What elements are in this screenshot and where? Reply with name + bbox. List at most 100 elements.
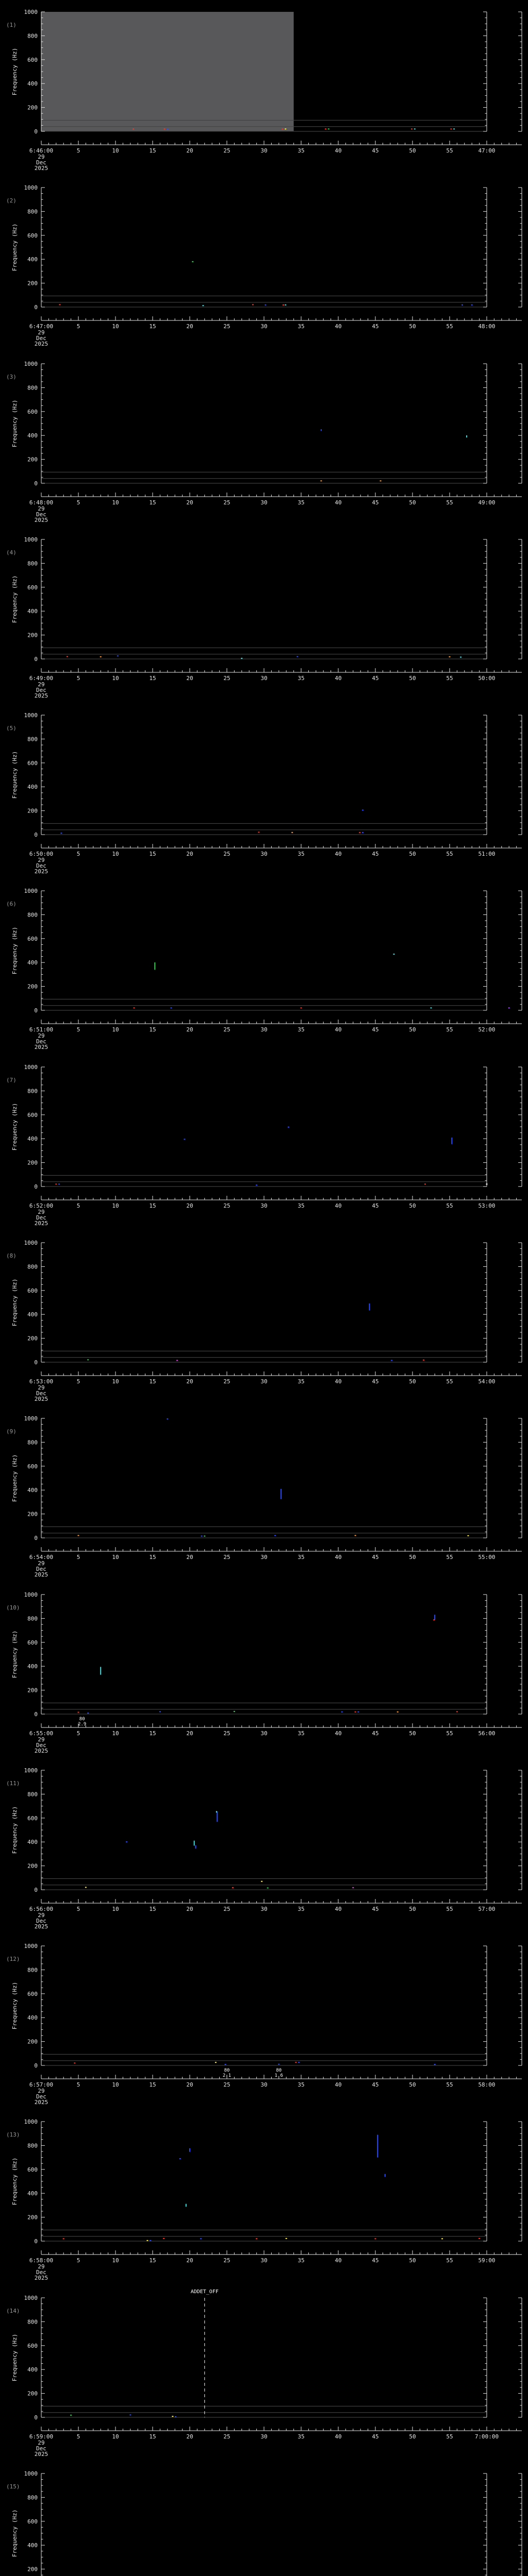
event-marker xyxy=(285,2238,287,2240)
spectrogram-panel-15: 020040060080010007:00:005101520253035404… xyxy=(0,2461,528,2576)
date-label: Dec xyxy=(36,335,46,342)
y-tick-label: 1000 xyxy=(24,536,38,543)
event-marker xyxy=(170,1007,172,1009)
x-tick-label: 20 xyxy=(186,2257,193,2264)
panel-index-label: (9) xyxy=(6,1428,16,1435)
date-label: 29 xyxy=(38,681,44,688)
x-tick-label: 10 xyxy=(112,2433,119,2440)
y-axis-title: Frequency (Hz) xyxy=(11,1454,18,1502)
x-tick-label: 20 xyxy=(186,851,193,857)
x-tick-label: 35 xyxy=(298,1554,304,1561)
date-label: 2025 xyxy=(35,1220,48,1227)
x-tick-label: 35 xyxy=(298,1202,304,1209)
x-tick-label: 15 xyxy=(149,2433,156,2440)
date-label: Dec xyxy=(36,511,46,518)
x-tick-label: 20 xyxy=(186,1378,193,1385)
event-marker xyxy=(167,1418,169,1420)
x-tick-label: 55 xyxy=(446,1906,453,1912)
x-tick-label: 45 xyxy=(372,499,378,506)
event-marker xyxy=(354,1711,356,1713)
x-tick-label: 30 xyxy=(260,851,267,857)
panel-index-label: (4) xyxy=(6,549,16,556)
x-end-label: 52:00 xyxy=(478,1026,495,1033)
event-streak xyxy=(154,962,156,970)
y-tick-label: 600 xyxy=(27,584,38,591)
x-end-label: 57:00 xyxy=(478,1906,495,1912)
x-start-label: 6:55:00 xyxy=(29,1730,53,1737)
event-marker xyxy=(133,128,135,130)
event-marker xyxy=(163,128,166,130)
event-marker xyxy=(397,1711,399,1713)
y-tick-label: 400 xyxy=(27,1839,38,1845)
y-tick-label: 800 xyxy=(27,2494,38,2501)
y-tick-label: 1000 xyxy=(24,361,38,367)
event-streak xyxy=(384,2174,386,2177)
x-tick-label: 40 xyxy=(335,1906,341,1912)
y-tick-label: 800 xyxy=(27,1263,38,1270)
x-end-label: 56:00 xyxy=(478,1730,495,1737)
event-marker xyxy=(291,832,293,833)
y-tick-label: 1000 xyxy=(24,888,38,894)
x-tick-label: 35 xyxy=(298,851,304,857)
x-tick-label: 50 xyxy=(409,851,416,857)
y-tick-label: 1000 xyxy=(24,1943,38,1950)
event-annotation: 2.1 xyxy=(223,2073,231,2078)
x-tick-label: 40 xyxy=(335,2433,341,2440)
event-marker xyxy=(478,2238,481,2240)
x-tick-label: 25 xyxy=(223,499,230,506)
x-tick-label: 50 xyxy=(409,2081,416,2088)
x-tick-label: 50 xyxy=(409,2257,416,2264)
panel-index-label: (14) xyxy=(6,2308,20,2314)
event-marker xyxy=(380,480,382,481)
x-tick-label: 5 xyxy=(77,1026,80,1033)
x-tick-label: 50 xyxy=(409,323,416,330)
event-marker xyxy=(129,2414,131,2416)
x-tick-label: 25 xyxy=(223,147,230,154)
x-end-label: 50:00 xyxy=(478,675,495,682)
x-tick-label: 55 xyxy=(446,1378,453,1385)
x-tick-label: 15 xyxy=(149,1202,156,1209)
panel-background xyxy=(0,1230,528,1407)
x-tick-label: 35 xyxy=(298,1378,304,1385)
x-tick-label: 30 xyxy=(260,1906,267,1912)
event-streak xyxy=(216,1810,217,1813)
panel-background xyxy=(0,527,528,704)
event-streak xyxy=(451,1137,453,1144)
x-tick-label: 45 xyxy=(372,1730,378,1737)
event-marker xyxy=(300,1007,302,1009)
x-tick-label: 5 xyxy=(77,147,80,154)
event-marker xyxy=(201,1535,203,1537)
date-label: Dec xyxy=(36,1566,46,1572)
x-tick-label: 40 xyxy=(335,323,341,330)
x-tick-label: 15 xyxy=(149,1554,156,1561)
x-tick-label: 50 xyxy=(409,1378,416,1385)
y-tick-label: 800 xyxy=(27,1088,38,1094)
y-tick-label: 600 xyxy=(27,1463,38,1470)
event-marker xyxy=(285,128,287,130)
event-streak xyxy=(434,1614,436,1620)
x-start-label: 6:53:00 xyxy=(29,1378,53,1385)
event-marker xyxy=(352,1887,354,1888)
y-tick-label: 400 xyxy=(27,2191,38,2197)
y-tick-label: 0 xyxy=(34,480,38,487)
event-marker xyxy=(508,1007,510,1009)
event-marker xyxy=(341,1711,343,1713)
y-tick-label: 400 xyxy=(27,1136,38,1142)
y-axis-title: Frequency (Hz) xyxy=(11,751,18,799)
event-marker xyxy=(393,954,395,955)
y-tick-label: 1000 xyxy=(24,712,38,719)
event-marker xyxy=(77,1535,79,1536)
panel-index-label: (5) xyxy=(6,725,16,732)
x-tick-label: 5 xyxy=(77,1730,80,1737)
x-tick-label: 10 xyxy=(112,851,119,857)
y-axis-title: Frequency (Hz) xyxy=(11,2333,18,2381)
y-tick-label: 200 xyxy=(27,632,38,638)
event-marker xyxy=(453,128,455,130)
x-tick-label: 15 xyxy=(149,1906,156,1912)
x-tick-label: 25 xyxy=(223,1378,230,1385)
x-tick-label: 25 xyxy=(223,1026,230,1033)
x-tick-label: 10 xyxy=(112,675,119,682)
y-axis-title: Frequency (Hz) xyxy=(11,927,18,975)
